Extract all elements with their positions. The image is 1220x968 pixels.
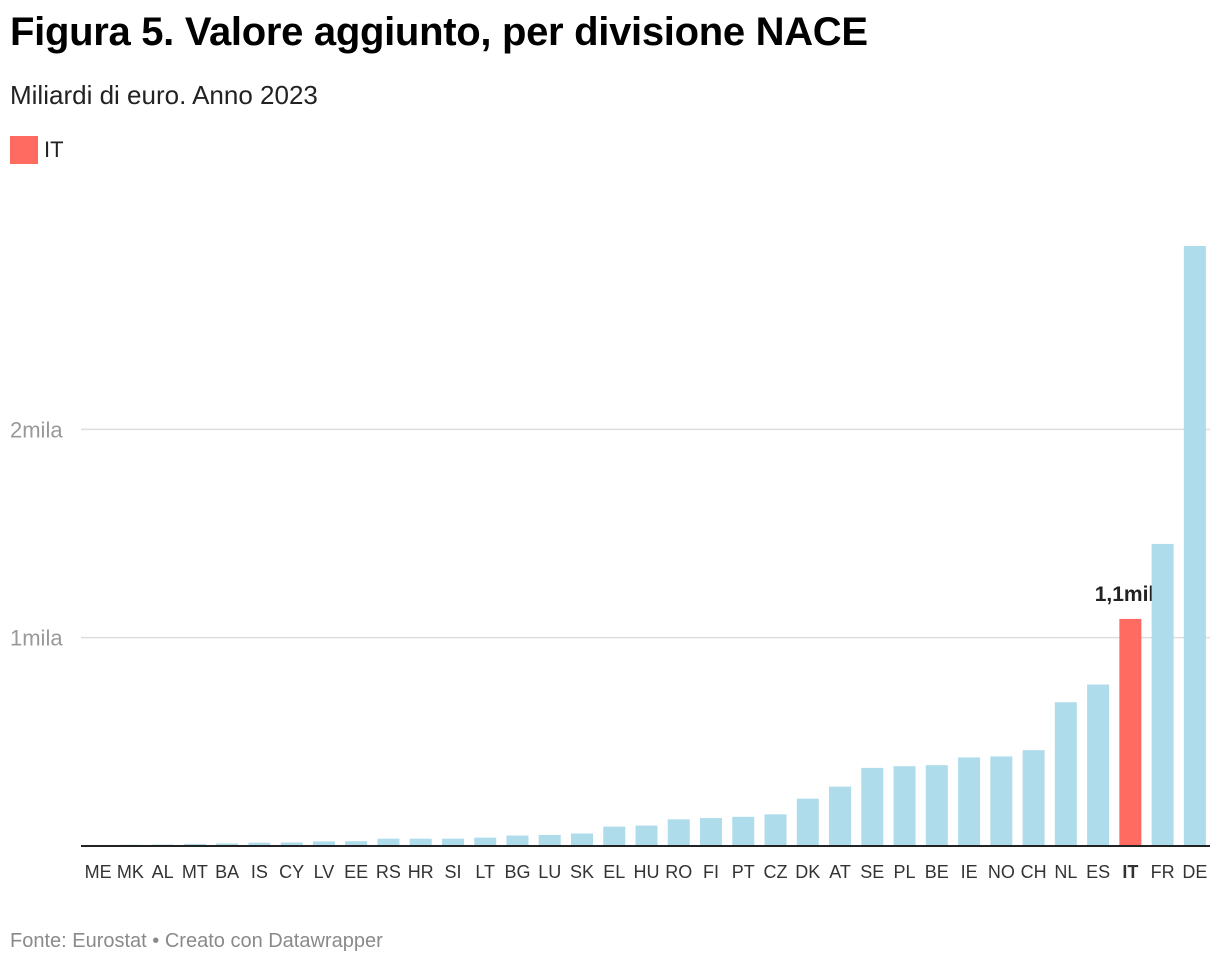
x-tick-label: IT [1122,862,1138,882]
bar-bg [506,835,529,846]
chart-subtitle: Miliardi di euro. Anno 2023 [10,80,318,110]
bar-lv [312,841,335,846]
x-tick-label: NO [988,862,1015,882]
x-tick-label: EL [603,862,625,882]
x-tick-label: PT [732,862,755,882]
x-tick-label: BG [504,862,530,882]
x-tick-label: IS [251,862,268,882]
source-footer: Fonte: Eurostat • Creato con Datawrapper [10,930,383,952]
x-tick-label: ES [1086,862,1110,882]
bar-mt [183,843,206,846]
x-tick-label: IE [961,862,978,882]
legend: IT [10,136,64,164]
bar-it [1119,618,1142,846]
bar-fi [700,818,723,846]
bar-hr [409,838,432,846]
x-tick-label: AL [152,862,174,882]
bar-at [829,786,852,846]
bar-es [1087,684,1110,846]
x-tick-label: LU [538,862,561,882]
x-tick-label: LT [475,862,495,882]
bar-pl [893,766,916,846]
bar-pt [732,816,755,846]
x-tick-label: SE [860,862,884,882]
bar-ro [667,819,690,846]
x-tick-label: SI [444,862,461,882]
x-tick-label: FR [1151,862,1175,882]
bar-ch [1022,750,1045,846]
bar-hu [635,825,658,846]
x-tick-label: HU [634,862,660,882]
bar-dk [796,798,819,846]
x-tick-label: RO [665,862,692,882]
bar-lu [538,834,561,846]
bar-el [603,826,626,846]
bar-cy [280,842,303,846]
x-tick-label: EE [344,862,368,882]
x-tick-label: CZ [764,862,788,882]
legend-swatch [10,136,38,164]
chart-title: Figura 5. Valore aggiunto, per divisione… [10,10,868,54]
x-tick-label: RS [376,862,401,882]
x-tick-label: PL [894,862,916,882]
x-tick-label: MK [117,862,144,882]
legend-label: IT [44,137,64,162]
bar-is [248,842,271,846]
bar-ba [216,843,239,846]
x-tick-label: FI [703,862,719,882]
bar-nl [1054,702,1077,846]
bar-fr [1151,543,1174,846]
bar-si [441,838,464,846]
x-tick-label: DE [1182,862,1207,882]
bar-ie [958,757,981,846]
bar-sk [570,833,593,846]
x-tick-label: LV [314,862,335,882]
bar-cz [764,814,787,846]
x-tick-label: SK [570,862,594,882]
bar-rs [377,838,400,846]
x-tick-label: BE [925,862,949,882]
x-tick-label: CH [1021,862,1047,882]
x-tick-label: ME [85,862,112,882]
bar-be [925,765,948,846]
bar-de [1183,246,1206,846]
x-tick-label: AT [829,862,851,882]
x-tick-label: BA [215,862,239,882]
y-tick-label: 1mila [10,626,63,651]
x-tick-label: CY [279,862,304,882]
y-tick-label: 2mila [10,417,63,442]
bar-no [990,756,1013,846]
x-tick-label: NL [1054,862,1077,882]
bar-lt [474,837,497,846]
bar-ee [345,841,368,846]
x-tick-label: DK [795,862,820,882]
x-tick-label: HR [408,862,434,882]
bar-se [861,767,884,846]
x-tick-label: MT [182,862,208,882]
